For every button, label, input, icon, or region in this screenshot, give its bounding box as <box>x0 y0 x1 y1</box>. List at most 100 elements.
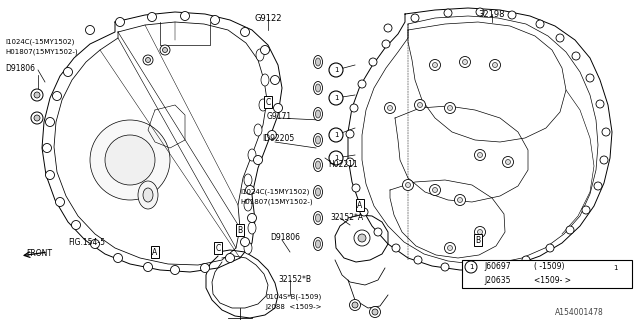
Circle shape <box>34 115 40 121</box>
Circle shape <box>147 12 157 21</box>
Circle shape <box>429 60 440 70</box>
Circle shape <box>458 197 463 203</box>
Circle shape <box>160 45 170 55</box>
Circle shape <box>45 117 54 126</box>
Circle shape <box>444 9 452 17</box>
Circle shape <box>241 237 250 246</box>
Circle shape <box>180 12 189 20</box>
Circle shape <box>522 256 530 264</box>
Circle shape <box>329 151 343 165</box>
Circle shape <box>441 263 449 271</box>
Circle shape <box>34 92 40 98</box>
Text: 1: 1 <box>333 95 339 101</box>
Ellipse shape <box>254 124 262 136</box>
Circle shape <box>433 188 438 193</box>
Ellipse shape <box>314 186 323 198</box>
Circle shape <box>596 100 604 108</box>
Circle shape <box>273 103 282 113</box>
Circle shape <box>358 234 366 242</box>
Ellipse shape <box>314 55 323 68</box>
Circle shape <box>506 159 511 164</box>
Circle shape <box>163 47 168 52</box>
Circle shape <box>143 55 153 65</box>
Circle shape <box>476 8 484 16</box>
Ellipse shape <box>314 133 323 147</box>
Ellipse shape <box>314 158 323 172</box>
Ellipse shape <box>143 188 153 202</box>
Text: H01807(15MY1502-): H01807(15MY1502-) <box>240 198 312 204</box>
Circle shape <box>477 229 483 235</box>
Circle shape <box>496 264 504 272</box>
Circle shape <box>445 102 456 114</box>
Text: A: A <box>357 201 363 210</box>
Circle shape <box>241 28 250 36</box>
Circle shape <box>86 26 95 35</box>
Circle shape <box>608 261 622 275</box>
Circle shape <box>566 226 574 234</box>
Text: H01807(15MY1502-): H01807(15MY1502-) <box>5 48 77 54</box>
Circle shape <box>170 266 179 275</box>
Text: C: C <box>216 244 221 252</box>
Ellipse shape <box>248 149 256 161</box>
Ellipse shape <box>314 212 323 225</box>
Circle shape <box>417 102 422 108</box>
Circle shape <box>90 239 99 249</box>
Circle shape <box>369 307 381 317</box>
Circle shape <box>42 143 51 153</box>
Circle shape <box>352 184 360 192</box>
Ellipse shape <box>316 136 321 144</box>
Ellipse shape <box>316 84 321 92</box>
Circle shape <box>502 156 513 167</box>
Text: H02211: H02211 <box>328 160 358 169</box>
Text: A154001478: A154001478 <box>555 308 604 317</box>
Text: J60697: J60697 <box>484 262 511 271</box>
Circle shape <box>354 230 370 246</box>
Circle shape <box>349 300 360 310</box>
Circle shape <box>490 60 500 70</box>
Circle shape <box>352 302 358 308</box>
Circle shape <box>105 135 155 185</box>
Circle shape <box>447 245 452 251</box>
Circle shape <box>225 253 234 262</box>
Text: ( -1509): ( -1509) <box>534 262 564 271</box>
Text: C: C <box>266 98 271 107</box>
Ellipse shape <box>316 214 321 222</box>
Text: 1: 1 <box>612 265 617 271</box>
Circle shape <box>411 14 419 22</box>
Text: J20635: J20635 <box>484 276 511 285</box>
Circle shape <box>248 213 257 222</box>
Circle shape <box>329 128 343 142</box>
Circle shape <box>260 45 269 54</box>
Circle shape <box>600 156 608 164</box>
Circle shape <box>253 156 262 164</box>
Ellipse shape <box>316 240 321 248</box>
Text: ID92205: ID92205 <box>262 134 294 143</box>
Circle shape <box>429 185 440 196</box>
Circle shape <box>602 128 610 136</box>
Circle shape <box>145 58 150 62</box>
Circle shape <box>463 60 467 65</box>
Circle shape <box>72 220 81 229</box>
Circle shape <box>56 197 65 206</box>
Text: <1509- >: <1509- > <box>534 276 571 285</box>
Text: G9122: G9122 <box>254 14 282 23</box>
Text: J2088  <1509->: J2088 <1509-> <box>265 304 321 310</box>
Circle shape <box>358 80 366 88</box>
Circle shape <box>329 63 343 77</box>
Circle shape <box>460 57 470 68</box>
Ellipse shape <box>316 58 321 66</box>
Circle shape <box>465 261 477 273</box>
Circle shape <box>406 182 410 188</box>
Circle shape <box>414 256 422 264</box>
Text: G9171: G9171 <box>267 112 292 121</box>
Text: I1024C(-15MY1502): I1024C(-15MY1502) <box>240 188 309 195</box>
Circle shape <box>594 182 602 190</box>
Text: I1024C(-15MY1502): I1024C(-15MY1502) <box>5 38 74 44</box>
Circle shape <box>493 62 497 68</box>
Circle shape <box>508 11 516 19</box>
Circle shape <box>90 120 170 200</box>
Circle shape <box>31 89 43 101</box>
Text: B: B <box>237 226 243 235</box>
Circle shape <box>115 18 125 27</box>
Ellipse shape <box>316 110 321 118</box>
